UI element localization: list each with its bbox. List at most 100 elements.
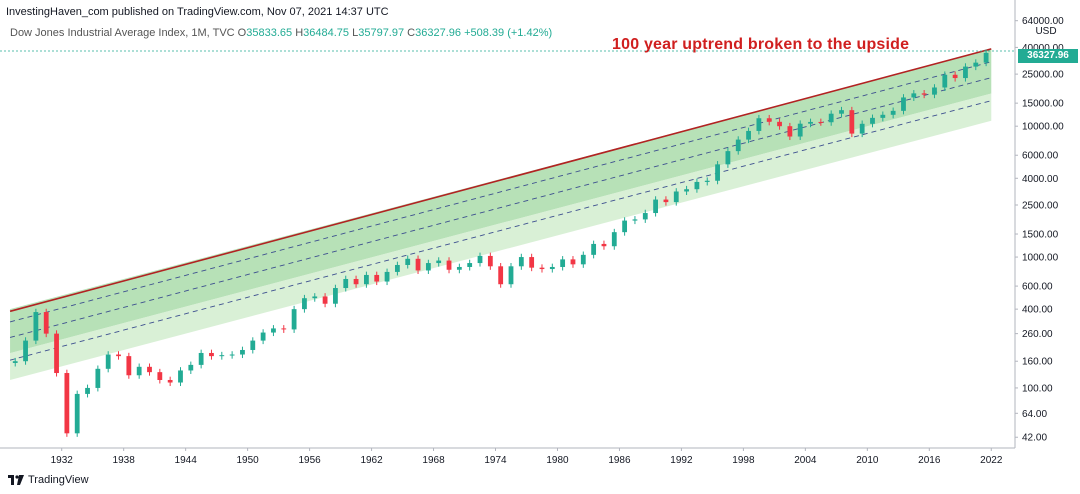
x-tick-label: 1980 <box>546 455 569 466</box>
candle-body-2016 <box>932 87 937 95</box>
candle-body-1949 <box>240 349 245 355</box>
candle-body-1984 <box>601 243 607 247</box>
candle-body-1963 <box>384 271 390 282</box>
x-tick-label: 1956 <box>298 455 321 466</box>
x-tick-label: 1992 <box>670 455 693 466</box>
candle-body-2017 <box>942 74 948 88</box>
y-tick-label: 64.00 <box>1022 409 1047 420</box>
y-tick-label: 260.00 <box>1022 329 1053 340</box>
candle-body-1937 <box>116 354 121 357</box>
brand-text: TradingView <box>28 474 89 486</box>
candle-body-1956 <box>312 296 318 299</box>
candle-body-1983 <box>591 243 597 255</box>
candle-body-1995 <box>715 164 720 181</box>
tradingview-logo-icon <box>8 475 24 485</box>
candle-body-1934 <box>85 387 90 394</box>
candle-body-1977 <box>529 257 535 268</box>
candle-body-2008 <box>849 110 855 134</box>
candle-body-1996 <box>725 151 731 165</box>
candle-body-1965 <box>405 258 411 265</box>
candle-body-1941 <box>157 372 163 380</box>
open-label: O <box>237 27 247 39</box>
y-tick-label: 42.00 <box>1022 433 1047 444</box>
dashed-channel-line-3 <box>9 100 992 361</box>
candle-body-1946 <box>209 352 214 357</box>
x-tick-label: 1938 <box>113 455 136 466</box>
high-label: H <box>295 27 304 39</box>
candle-body-1952 <box>271 328 276 333</box>
y-tick-label: 40000.00 <box>1022 43 1064 54</box>
candle-body-1951 <box>260 332 266 341</box>
candle-body-1938 <box>126 356 132 376</box>
candle-body-1966 <box>415 258 421 271</box>
candle-body-2020 <box>973 62 979 67</box>
candle-body-1991 <box>673 191 679 203</box>
candle-body-2006 <box>828 113 834 123</box>
candle-body-2004 <box>808 121 813 124</box>
candle-body-1936 <box>105 354 111 369</box>
y-tick-label: 15000.00 <box>1022 99 1064 110</box>
candle-body-1986 <box>622 220 628 233</box>
channel-lower-band <box>10 93 992 380</box>
candle-body-1981 <box>570 259 576 265</box>
candle-body-1931 <box>54 333 59 374</box>
y-tick-label: 160.00 <box>1022 357 1053 368</box>
trendline-layer <box>9 48 992 313</box>
y-tick-label: 400.00 <box>1022 305 1053 316</box>
candle-body-1990 <box>663 199 669 203</box>
candle-body-1994 <box>704 180 710 182</box>
candle-body-1954 <box>291 309 297 330</box>
dashed-lines-layer <box>9 61 992 361</box>
y-tick-label: 25000.00 <box>1022 70 1064 81</box>
candle-body-1992 <box>684 189 689 192</box>
candle-body-1939 <box>136 366 142 376</box>
candle-body-2001 <box>777 121 782 127</box>
candle-body-1957 <box>322 296 328 304</box>
chart-annotation: 100 year uptrend broken to the upside <box>612 36 910 53</box>
candle-body-1942 <box>167 379 173 383</box>
candle-body-2000 <box>766 118 772 122</box>
candle-body-1930 <box>43 312 49 334</box>
candle-body-1982 <box>580 254 586 265</box>
candle-body-1928 <box>23 340 28 362</box>
candle-body-2021 <box>983 52 989 63</box>
candle-body-1967 <box>425 263 431 271</box>
dashed-channel-line-1 <box>9 61 992 323</box>
candle-body-1980 <box>560 259 566 267</box>
candle-body-1972 <box>477 255 483 264</box>
last-price-badge: 36327.96 <box>1018 49 1078 63</box>
candle-body-2010 <box>870 117 875 124</box>
candle-body-1933 <box>74 393 80 434</box>
close-label: C <box>407 27 416 39</box>
footer-brand: TradingView <box>8 474 89 486</box>
candle-body-2012 <box>890 110 896 115</box>
low-value: 35797.97 <box>358 27 405 39</box>
y-tick-label: 1000.00 <box>1022 253 1059 264</box>
x-tick-label: 2016 <box>918 455 941 466</box>
y-unit-label: USD <box>1035 26 1056 37</box>
high-value: 36484.75 <box>303 27 350 39</box>
candle-body-1969 <box>446 260 452 270</box>
open-value: 35833.65 <box>246 27 293 39</box>
candle-body-1953 <box>281 328 287 330</box>
x-tick-label: 2022 <box>980 455 1003 466</box>
candle-body-1944 <box>188 364 194 371</box>
candle-body-1948 <box>229 354 235 356</box>
candle-body-2015 <box>921 93 927 95</box>
change-value: +508.39 (+1.42%) <box>464 27 553 39</box>
dashed-channel-line-2 <box>9 77 992 338</box>
candle-body-2002 <box>787 126 793 137</box>
y-tick-label: 64000.00 <box>1022 16 1064 27</box>
y-tick-label: 6000.00 <box>1022 151 1059 162</box>
candle-body-1978 <box>539 267 545 270</box>
y-tick-label: 2500.00 <box>1022 200 1059 211</box>
candle-body-1950 <box>250 340 256 350</box>
x-tick-label: 1986 <box>608 455 631 466</box>
candle-body-1998 <box>746 130 751 140</box>
candle-body-2007 <box>839 110 844 114</box>
y-tick-label: 10000.00 <box>1022 122 1064 133</box>
symbol-name: Dow Jones Industrial Average Index, 1M, … <box>10 27 235 39</box>
price-layer <box>12 49 989 437</box>
channel-layer <box>10 48 992 380</box>
